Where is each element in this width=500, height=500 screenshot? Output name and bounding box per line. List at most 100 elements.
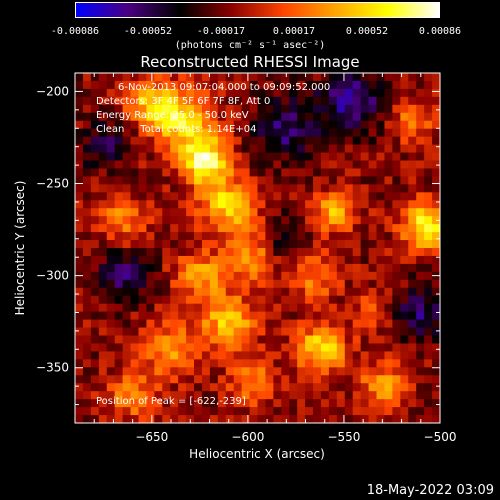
heatmap-cell [400,120,409,130]
heatmap-cell [416,295,425,305]
heatmap-cell [392,240,401,249]
heatmap-cell [154,415,163,423]
heatmap-cell [225,255,235,265]
heatmap-cell [392,391,401,400]
heatmap-cell [368,303,378,313]
heatmap-cell [352,415,362,423]
heatmap-cell [257,208,267,217]
heatmap-cell [305,248,314,257]
heatmap-cell [352,351,362,360]
heatmap-cell [297,200,306,209]
heatmap-cell [217,327,227,337]
heatmap-cell [225,407,235,416]
heatmap-cell [416,399,425,408]
heatmap-cell [122,279,132,289]
heatmap-cell [170,263,179,273]
heatmap-cell [225,303,235,313]
heatmap-cell [75,128,84,138]
heatmap-cell [138,327,148,337]
heatmap-cell [432,216,440,225]
heatmap-cell [384,216,393,225]
heatmap-cell [273,152,282,162]
heatmap-cell [146,279,155,289]
heatmap-cell [400,295,409,305]
heatmap-cell [408,96,417,106]
heatmap-cell [122,184,132,193]
heatmap-cell [384,208,393,217]
heatmap-cell [249,311,259,321]
heatmap-cell [352,200,362,209]
heatmap-cell [138,415,148,423]
heatmap-cell [384,96,393,106]
heatmap-cell [344,287,354,297]
heatmap-cell [106,359,116,368]
heatmap-cell [281,319,290,329]
heatmap-cell [313,343,322,352]
heatmap-cell [416,248,425,257]
heatmap-cell [98,168,108,177]
heatmap-cell [90,176,100,185]
heatmap-cell [424,287,433,297]
heatmap-cell [170,375,179,384]
heatmap-cell [392,168,401,177]
heatmap-cell [352,367,362,376]
heatmap-cell [384,391,393,400]
heatmap-cell [400,407,409,416]
heatmap-cell [178,335,187,345]
heatmap-cell [313,104,322,114]
heatmap-cell [289,248,298,257]
heatmap-cell [376,359,386,368]
heatmap-cell [130,168,140,177]
heatmap-cell [384,263,393,273]
heatmap-cell [233,303,243,313]
heatmap-cell [209,319,219,329]
heatmap-cell [130,152,140,162]
heatmap-cell [432,311,440,321]
heatmap-cell [328,216,338,225]
heatmap-cell [257,240,267,249]
heatmap-cell [249,375,259,384]
heatmap-cell [384,176,393,185]
heatmap-cell [265,192,274,201]
heatmap-cell [289,192,298,201]
heatmap-cell [201,351,211,360]
heatmap-cell [376,88,386,98]
heatmap-cell [225,415,235,423]
heatmap-cell [233,359,243,368]
heatmap-cell [146,200,155,209]
heatmap-cell [416,80,425,90]
heatmap-cell [281,144,290,154]
heatmap-cell [297,168,306,177]
heatmap-cell [241,383,251,392]
heatmap-cell [424,271,433,281]
heatmap-cell [352,176,362,185]
heatmap-cell [273,248,282,257]
heatmap-cell [273,359,282,368]
heatmap-cell [82,168,92,177]
heatmap-cell [201,73,211,82]
heatmap-cell [416,168,425,177]
heatmap-cell [320,104,330,114]
heatmap-cell [297,176,306,185]
heatmap-cell [154,200,163,209]
heatmap-cell [186,295,195,305]
heatmap-cell [392,375,401,384]
heatmap-cell [344,208,354,217]
heatmap-cell [376,208,386,217]
heatmap-cell [432,399,440,408]
heatmap-cell [130,351,140,360]
heatmap-cell [328,295,338,305]
heatmap-cell [376,216,386,225]
heatmap-cell [154,73,163,82]
heatmap-cell [154,407,163,416]
heatmap-cell [201,311,211,321]
heatmap-cell [344,391,354,400]
heatmap-cell [273,351,282,360]
heatmap-cell [281,335,290,345]
heatmap-cell [400,311,409,321]
heatmap-cell [392,367,401,376]
heatmap-cell [313,152,322,162]
heatmap-cell [344,88,354,98]
heatmap-cell [162,176,171,185]
heatmap-cell [313,391,322,400]
